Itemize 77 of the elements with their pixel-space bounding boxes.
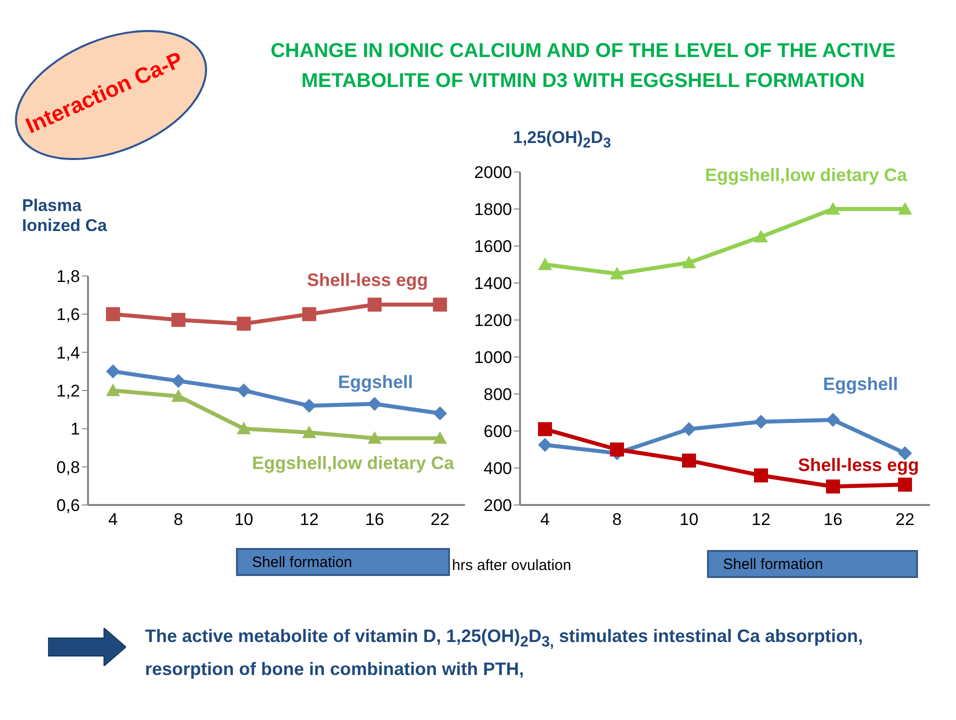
- y-tick-label: 1,4: [56, 343, 80, 362]
- point: [433, 406, 447, 420]
- y-tick-label: 0,8: [56, 458, 80, 477]
- y-tick-label: 1,8: [56, 267, 80, 286]
- y-tick-label: 200: [484, 496, 512, 516]
- point: [236, 422, 251, 434]
- point: [826, 202, 840, 215]
- point: [682, 454, 696, 468]
- y-tick-label: 400: [484, 459, 512, 478]
- point: [754, 414, 768, 429]
- point: [368, 298, 382, 312]
- point: [368, 431, 382, 444]
- y-tick-label: 1000: [474, 348, 512, 368]
- y-tick-label: 1400: [474, 274, 512, 294]
- text: The active metabolite of vitamin D, 1,25(OH)$_{2}$D$_{3,}$ stimulates intestinal Ca absorption, resorption of bone in combination with PTH,: [145, 626, 864, 679]
- point: [302, 307, 316, 322]
- y-tick-label: 1200: [474, 311, 512, 330]
- x-tick-label: 12: [752, 510, 770, 530]
- x-tick-label: 22: [430, 510, 450, 530]
- point: [682, 256, 696, 268]
- point: [433, 431, 447, 444]
- series-label: Eggshell: [823, 374, 898, 395]
- series-label: Shell-less egg: [307, 270, 428, 291]
- text: CHANGE IN IONIC CALCIUM AND OF THE LEVEL OF THE ACTIVE METABOLITE OF VITMIN D3 WITH EGGSHELL FORMATION: [270, 39, 896, 94]
- point: [106, 384, 120, 396]
- y-tick-label: 800: [484, 385, 512, 404]
- series-label: Shell-less egg: [798, 455, 920, 476]
- point: [826, 412, 840, 427]
- point: [171, 312, 186, 327]
- point: [106, 364, 120, 378]
- point: [754, 468, 768, 482]
- point: [171, 374, 186, 388]
- x-tick-label: 10: [680, 510, 698, 530]
- point: [171, 389, 186, 402]
- series-label: Eggshell,low dietary Ca: [252, 453, 454, 474]
- x-tick-label: 10: [234, 510, 254, 530]
- point: [898, 478, 912, 492]
- x-axis-title: hrs after ovulation: [452, 557, 572, 574]
- point: [538, 258, 552, 270]
- y-tick-label: 1: [70, 420, 80, 439]
- point: [538, 438, 552, 452]
- y-tick-label: 0,6: [56, 496, 80, 516]
- y-tick-label: 1600: [474, 237, 512, 256]
- point: [826, 480, 840, 494]
- y-axis-title: 1,25(OH)$_{2}$D$_{3}$: [513, 128, 612, 152]
- text: Shell formation: [236, 548, 450, 576]
- y-tick-label: 1,2: [56, 382, 80, 401]
- y-tick-label: 2000: [474, 163, 512, 182]
- point: [302, 398, 316, 413]
- x-tick-label: 4: [108, 510, 118, 530]
- x-tick-label: 8: [612, 510, 622, 530]
- series-label: Eggshell: [338, 372, 414, 393]
- point: [433, 298, 447, 312]
- point: [610, 266, 624, 280]
- y-tick-label: 600: [484, 422, 512, 442]
- point: [302, 425, 316, 438]
- point: [368, 396, 382, 411]
- point: [538, 422, 552, 436]
- y-axis-title: Plasma Ionized Ca: [22, 196, 108, 236]
- text: Shell formation: [707, 550, 918, 578]
- point: [898, 446, 912, 460]
- y-tick-label: 1,6: [56, 305, 80, 324]
- point: [898, 202, 912, 215]
- point: [682, 422, 696, 436]
- x-tick-label: 22: [896, 510, 914, 530]
- x-tick-label: 8: [174, 510, 184, 530]
- point: [754, 230, 768, 242]
- y-tick-label: 1800: [474, 200, 512, 220]
- point: [610, 442, 624, 456]
- point: [236, 384, 251, 398]
- point: [106, 307, 120, 322]
- x-tick-label: 16: [365, 510, 384, 530]
- x-tick-label: 12: [300, 510, 319, 530]
- series-label: Eggshell,low dietary Ca: [705, 165, 908, 186]
- x-tick-label: 16: [824, 510, 842, 530]
- point: [236, 316, 251, 331]
- x-tick-label: 4: [540, 510, 550, 530]
